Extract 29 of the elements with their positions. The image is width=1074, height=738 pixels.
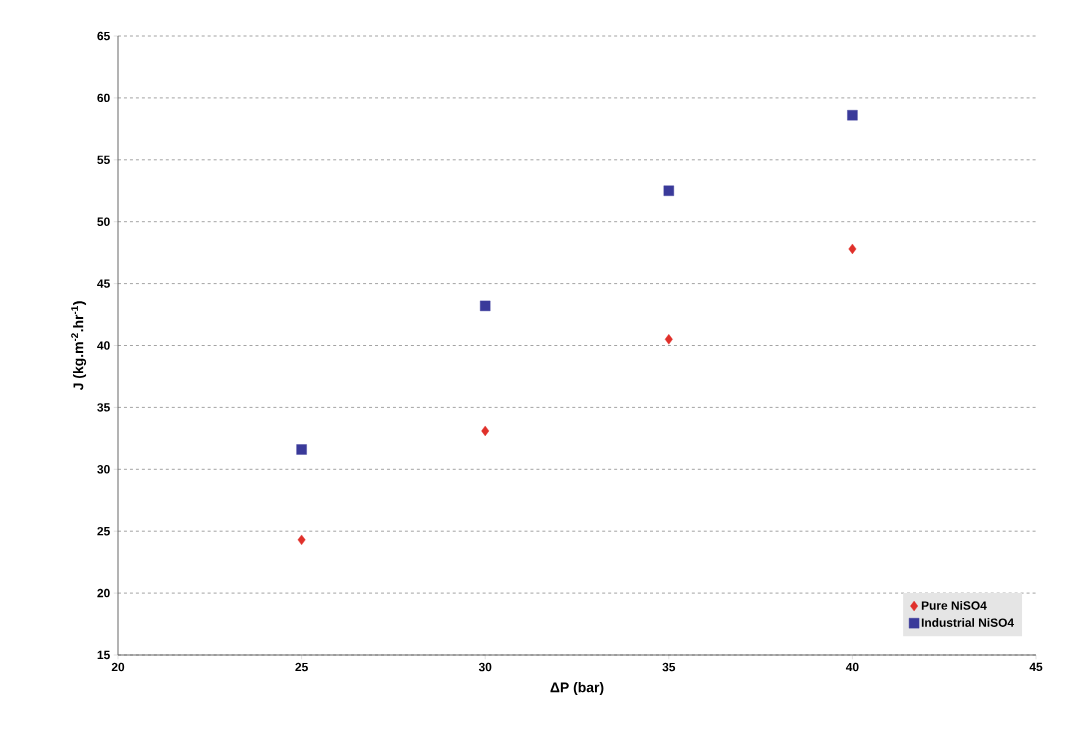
point xyxy=(664,334,673,345)
y-axis-title: J (kg.m$^{-2}$.hr$^{-1}$) xyxy=(71,301,87,391)
point xyxy=(663,185,674,196)
point xyxy=(297,534,306,546)
y-tick-label: 20 xyxy=(97,588,110,598)
legend-label: Industrial NiSO4 xyxy=(921,618,1014,627)
y-tick-label: 30 xyxy=(97,465,110,474)
x-tick-label: 30 xyxy=(478,662,492,672)
y-tick-label: 40 xyxy=(97,341,110,350)
y-tick-label: 15 xyxy=(97,650,110,660)
point xyxy=(848,243,857,255)
x-tick-label: 20 xyxy=(111,662,125,672)
legend-label: Pure NiSO4 xyxy=(921,600,987,610)
x-tick-label: 45 xyxy=(1029,662,1043,672)
point xyxy=(480,300,491,312)
point xyxy=(481,425,490,437)
x-tick-label: 25 xyxy=(295,662,308,672)
x-axis-title: ΔP (bar) xyxy=(550,682,604,696)
point xyxy=(296,444,307,455)
y-tick-label: 45 xyxy=(97,279,110,288)
y-tick-label: 35 xyxy=(97,403,110,412)
y-tick-label: 55 xyxy=(97,155,110,164)
x-tick-label: 35 xyxy=(662,662,676,672)
y-tick-label: 65 xyxy=(97,31,110,41)
y-tick-label: 25 xyxy=(97,526,110,536)
y-tick-label: 60 xyxy=(97,93,110,103)
point xyxy=(847,110,858,121)
y-tick-label: 50 xyxy=(97,217,110,226)
x-tick-label: 40 xyxy=(845,662,859,672)
